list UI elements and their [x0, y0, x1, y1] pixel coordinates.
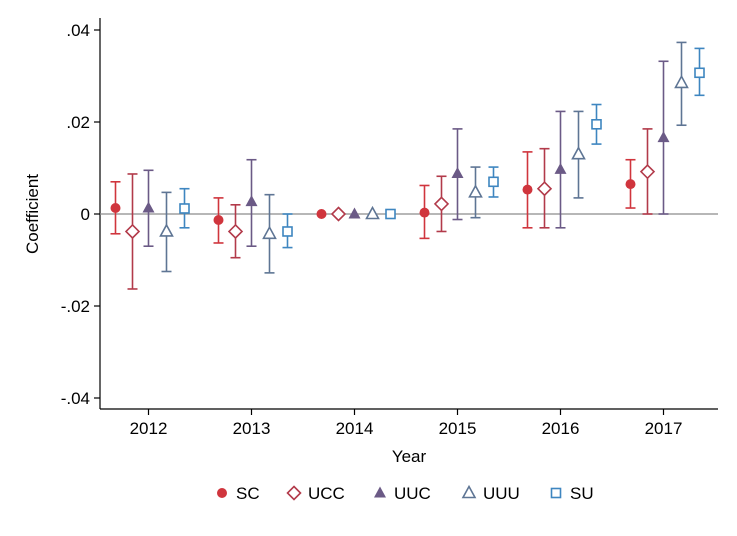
- x-tick-label: 2014: [336, 419, 374, 438]
- series-su: [179, 47, 705, 249]
- data-point: [674, 74, 689, 89]
- legend-item-ucc: UCC: [286, 484, 345, 503]
- x-tick-label: 2016: [542, 419, 580, 438]
- data-point: [468, 184, 483, 198]
- data-point: [433, 196, 450, 212]
- data-point: [385, 208, 396, 220]
- y-ticks: -.04 -.02 0 .02 .04: [61, 21, 100, 408]
- data-point: [657, 131, 670, 143]
- data-point: [124, 223, 141, 240]
- x-tick-label: 2013: [233, 419, 271, 438]
- data-point: [488, 176, 499, 188]
- data-point: [348, 207, 361, 219]
- data-point: [522, 184, 533, 195]
- legend-item-uuu: UUU: [461, 484, 520, 503]
- legend-label: UUU: [483, 484, 520, 503]
- legend: SC UCC UUC UUU SU: [217, 484, 594, 503]
- legend-label: SU: [570, 484, 594, 503]
- data-point: [142, 201, 155, 213]
- data-point: [571, 146, 586, 160]
- plot-marks: [110, 41, 705, 290]
- y-axis-label: Coefficient: [23, 174, 42, 254]
- data-point: [451, 167, 464, 179]
- data-point: [262, 225, 277, 240]
- data-point: [639, 164, 656, 180]
- data-point: [330, 206, 347, 222]
- y-tick-label: -.04: [61, 389, 90, 408]
- data-point: [625, 179, 636, 190]
- series-sc: [110, 151, 636, 244]
- x-ticks: 2012 2013 2014 2015 2016 2017: [130, 409, 683, 438]
- legend-marker: [550, 487, 562, 499]
- data-point: [536, 181, 553, 197]
- data-point: [110, 203, 121, 214]
- y-tick-label: -.02: [61, 297, 90, 316]
- data-point: [282, 226, 293, 237]
- y-tick-label: .04: [66, 21, 90, 40]
- series-uuu: [159, 41, 689, 274]
- data-point: [419, 207, 430, 218]
- x-axis-label: Year: [392, 447, 427, 466]
- data-point: [227, 223, 244, 240]
- legend-label: SC: [236, 484, 260, 503]
- y-tick-label: .02: [66, 113, 90, 132]
- legend-item-sc: SC: [217, 484, 260, 503]
- data-point: [554, 162, 567, 174]
- legend-marker: [461, 484, 477, 499]
- data-point: [245, 195, 258, 207]
- x-tick-label: 2017: [645, 419, 683, 438]
- data-point: [591, 119, 602, 130]
- legend-item-uuc: UUC: [374, 484, 431, 503]
- x-tick-label: 2015: [439, 419, 477, 438]
- series-uuc: [142, 60, 670, 247]
- data-point: [365, 205, 380, 220]
- y-tick-label: 0: [81, 205, 90, 224]
- data-point: [316, 209, 327, 219]
- legend-marker: [217, 488, 227, 498]
- legend-label: UCC: [308, 484, 345, 503]
- legend-marker: [286, 485, 302, 501]
- x-tick-label: 2012: [130, 419, 168, 438]
- data-point: [179, 203, 190, 214]
- data-point: [694, 67, 705, 79]
- legend-marker: [374, 486, 386, 498]
- data-point: [159, 223, 174, 237]
- legend-label: UUC: [394, 484, 431, 503]
- series-ucc: [124, 128, 656, 290]
- data-point: [213, 214, 224, 225]
- legend-item-su: SU: [550, 484, 594, 503]
